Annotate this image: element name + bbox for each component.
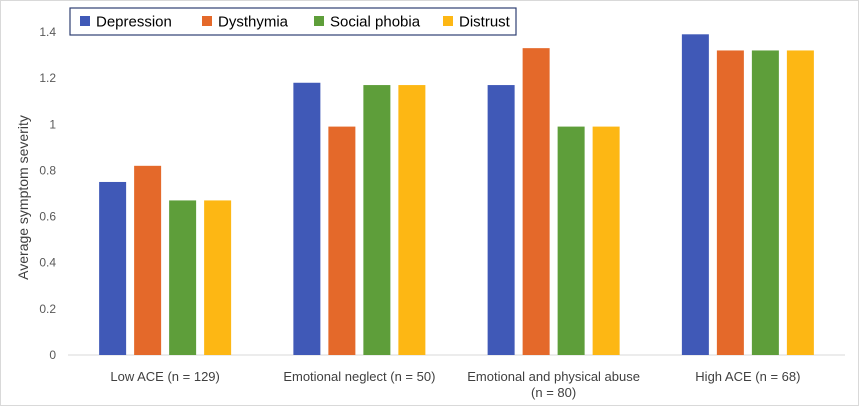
legend-label: Social phobia: [330, 14, 421, 31]
bar-distrust: [592, 126, 620, 355]
legend-swatch: [202, 16, 212, 26]
y-tick-label: 0.6: [39, 210, 56, 224]
bar-dysthymia: [716, 50, 744, 355]
y-tick-label: 0.8: [39, 163, 56, 177]
bar-distrust: [398, 85, 426, 356]
y-tick-label: 0.2: [39, 302, 56, 316]
bar-social-phobia: [363, 85, 391, 356]
bar-social-phobia: [751, 50, 779, 355]
bar-depression: [681, 34, 709, 356]
bar-dysthymia: [522, 48, 550, 356]
x-category-label: High ACE (n = 68): [695, 369, 800, 384]
legend-label: Distrust: [459, 14, 511, 31]
bar-distrust: [786, 50, 814, 355]
y-axis-label: Average symptom severity: [15, 115, 31, 280]
x-category-label: Emotional and physical abuse: [467, 369, 640, 384]
bar-depression: [487, 85, 515, 356]
legend-swatch: [443, 16, 453, 26]
legend-swatch: [80, 16, 90, 26]
bar-dysthymia: [328, 126, 356, 355]
x-category-label: (n = 80): [531, 385, 576, 400]
bar-dysthymia: [134, 165, 162, 355]
bar-social-phobia: [557, 126, 585, 355]
y-tick-label: 1: [49, 117, 56, 131]
legend-label: Depression: [96, 14, 172, 31]
y-tick-label: 1.2: [39, 71, 56, 85]
legend-label: Dysthymia: [218, 14, 289, 31]
y-tick-label: 1.4: [39, 25, 56, 39]
bar-depression: [293, 82, 321, 355]
x-category-label: Low ACE (n = 129): [110, 369, 219, 384]
legend-swatch: [314, 16, 324, 26]
bar-depression: [99, 181, 127, 355]
bar-distrust: [204, 200, 232, 355]
bar-social-phobia: [169, 200, 197, 355]
y-tick-label: 0: [49, 348, 56, 362]
x-category-label: Emotional neglect (n = 50): [283, 369, 435, 384]
legend-box: [69, 7, 517, 36]
y-tick-label: 0.4: [39, 256, 56, 270]
